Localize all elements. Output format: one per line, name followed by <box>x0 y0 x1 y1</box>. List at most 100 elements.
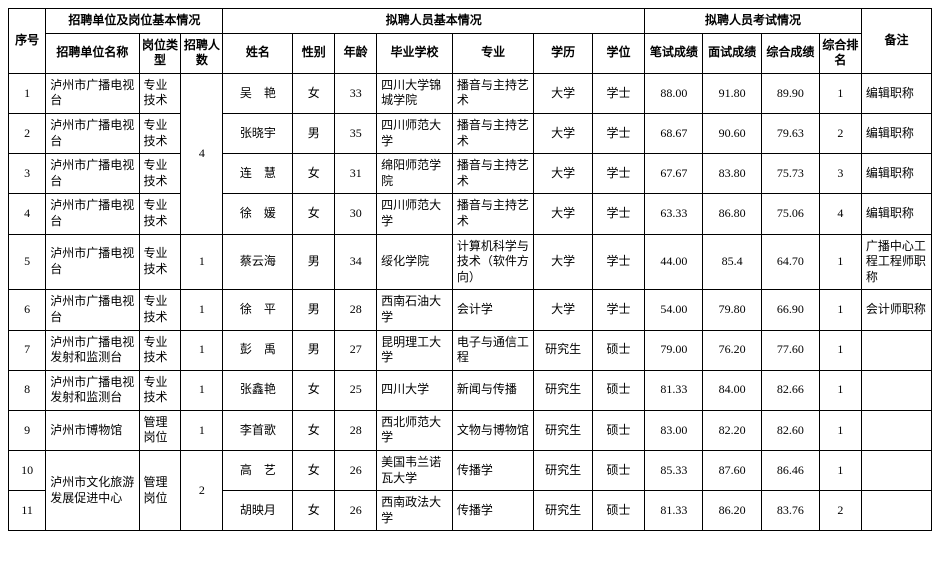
cell-major: 播音与主持艺术 <box>452 113 534 153</box>
cell-written: 88.00 <box>645 73 703 113</box>
cell-gender: 女 <box>293 491 335 531</box>
table-row: 5 泸州市广播电视台 专业技术 1 蔡云海 男 34 绥化学院 计算机科学与技术… <box>9 234 932 290</box>
cell-interview: 83.80 <box>703 154 761 194</box>
cell-edu: 大学 <box>534 154 592 194</box>
cell-remark: 会计师职称 <box>861 290 931 330</box>
cell-school: 四川师范大学 <box>377 113 453 153</box>
cell-rank: 1 <box>819 451 861 491</box>
header-rank: 综合排名 <box>819 33 861 73</box>
cell-edu: 研究生 <box>534 330 592 370</box>
cell-name: 张晓宇 <box>223 113 293 153</box>
cell-degree: 硕士 <box>592 451 645 491</box>
header-written: 笔试成绩 <box>645 33 703 73</box>
cell-degree: 硕士 <box>592 370 645 410</box>
header-remark: 备注 <box>861 9 931 74</box>
cell-gender: 女 <box>293 154 335 194</box>
header-gender: 性别 <box>293 33 335 73</box>
table-row: 7 泸州市广播电视发射和监测台 专业技术 1 彭 禹 男 27 昆明理工大学 电… <box>9 330 932 370</box>
cell-degree: 学士 <box>592 154 645 194</box>
cell-edu: 大学 <box>534 113 592 153</box>
table-row: 3 泸州市广播电视台 专业技术 连 慧 女 31 绵阳师范学院 播音与主持艺术 … <box>9 154 932 194</box>
cell-edu: 研究生 <box>534 451 592 491</box>
cell-name: 徐 平 <box>223 290 293 330</box>
cell-seq: 4 <box>9 194 46 234</box>
cell-major: 文物与博物馆 <box>452 410 534 450</box>
cell-school: 昆明理工大学 <box>377 330 453 370</box>
cell-major: 播音与主持艺术 <box>452 154 534 194</box>
cell-remark <box>861 491 931 531</box>
header-group-exam: 拟聘人员考试情况 <box>645 9 862 34</box>
cell-written: 85.33 <box>645 451 703 491</box>
cell-age: 30 <box>335 194 377 234</box>
cell-name: 连 慧 <box>223 154 293 194</box>
cell-name: 高 艺 <box>223 451 293 491</box>
cell-rank: 1 <box>819 234 861 290</box>
cell-type: 专业技术 <box>139 330 181 370</box>
cell-gender: 女 <box>293 370 335 410</box>
cell-unit: 泸州市博物馆 <box>46 410 139 450</box>
cell-rank: 4 <box>819 194 861 234</box>
cell-type: 专业技术 <box>139 113 181 153</box>
cell-remark: 编辑职称 <box>861 73 931 113</box>
cell-age: 33 <box>335 73 377 113</box>
cell-edu: 研究生 <box>534 410 592 450</box>
cell-remark: 编辑职称 <box>861 154 931 194</box>
header-group-unit: 招聘单位及岗位基本情况 <box>46 9 223 34</box>
cell-interview: 90.60 <box>703 113 761 153</box>
cell-degree: 学士 <box>592 73 645 113</box>
cell-name: 胡映月 <box>223 491 293 531</box>
cell-school: 绥化学院 <box>377 234 453 290</box>
cell-rank: 1 <box>819 330 861 370</box>
header-group-person: 拟聘人员基本情况 <box>223 9 645 34</box>
cell-degree: 硕士 <box>592 491 645 531</box>
cell-interview: 87.60 <box>703 451 761 491</box>
cell-remark <box>861 330 931 370</box>
cell-degree: 学士 <box>592 113 645 153</box>
cell-age: 31 <box>335 154 377 194</box>
cell-name: 彭 禹 <box>223 330 293 370</box>
table-row: 4 泸州市广播电视台 专业技术 徐 媛 女 30 四川师范大学 播音与主持艺术 … <box>9 194 932 234</box>
cell-seq: 6 <box>9 290 46 330</box>
cell-unit: 泸州市广播电视台 <box>46 113 139 153</box>
cell-seq: 11 <box>9 491 46 531</box>
table-row: 2 泸州市广播电视台 专业技术 张晓宇 男 35 四川师范大学 播音与主持艺术 … <box>9 113 932 153</box>
cell-type: 专业技术 <box>139 290 181 330</box>
cell-remark <box>861 451 931 491</box>
header-school: 毕业学校 <box>377 33 453 73</box>
cell-seq: 9 <box>9 410 46 450</box>
cell-rank: 1 <box>819 73 861 113</box>
cell-seq: 1 <box>9 73 46 113</box>
cell-unit: 泸州市文化旅游发展促进中心 <box>46 451 139 531</box>
cell-interview: 84.00 <box>703 370 761 410</box>
table-row: 1 泸州市广播电视台 专业技术 4 吴 艳 女 33 四川大学锦城学院 播音与主… <box>9 73 932 113</box>
cell-type: 专业技术 <box>139 154 181 194</box>
cell-count: 4 <box>181 73 223 234</box>
cell-rank: 2 <box>819 113 861 153</box>
cell-major: 新闻与传播 <box>452 370 534 410</box>
cell-type: 专业技术 <box>139 370 181 410</box>
cell-interview: 79.80 <box>703 290 761 330</box>
cell-count: 2 <box>181 451 223 531</box>
table-row: 8 泸州市广播电视发射和监测台 专业技术 1 张鑫艳 女 25 四川大学 新闻与… <box>9 370 932 410</box>
cell-gender: 女 <box>293 410 335 450</box>
cell-degree: 硕士 <box>592 410 645 450</box>
cell-seq: 2 <box>9 113 46 153</box>
cell-written: 54.00 <box>645 290 703 330</box>
cell-rank: 1 <box>819 410 861 450</box>
cell-age: 34 <box>335 234 377 290</box>
cell-written: 83.00 <box>645 410 703 450</box>
cell-interview: 86.80 <box>703 194 761 234</box>
cell-written: 63.33 <box>645 194 703 234</box>
cell-age: 26 <box>335 491 377 531</box>
cell-interview: 91.80 <box>703 73 761 113</box>
cell-edu: 研究生 <box>534 491 592 531</box>
cell-count: 1 <box>181 370 223 410</box>
header-major: 专业 <box>452 33 534 73</box>
cell-remark: 编辑职称 <box>861 113 931 153</box>
cell-major: 传播学 <box>452 451 534 491</box>
cell-interview: 76.20 <box>703 330 761 370</box>
cell-gender: 女 <box>293 451 335 491</box>
header-total: 综合成绩 <box>761 33 819 73</box>
cell-age: 25 <box>335 370 377 410</box>
header-edu: 学历 <box>534 33 592 73</box>
